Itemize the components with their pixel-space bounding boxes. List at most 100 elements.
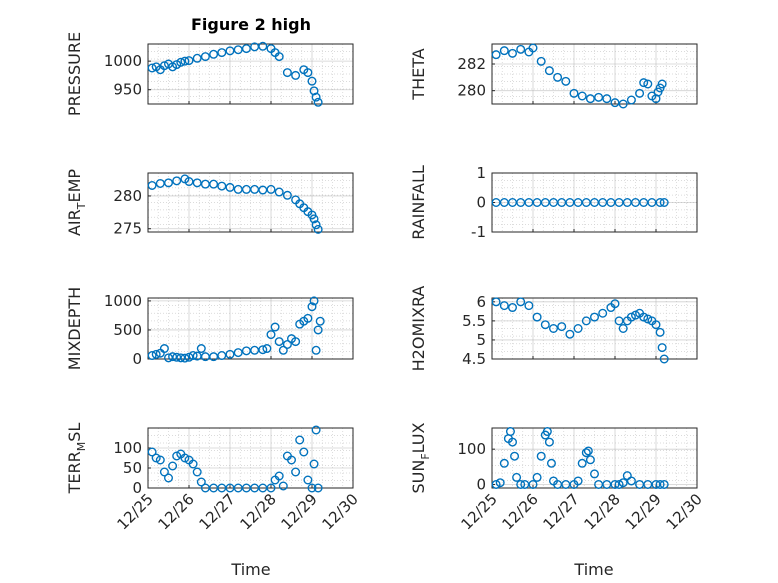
x-tick-label: 12/26 xyxy=(155,490,198,533)
data-point xyxy=(180,353,190,363)
data-point xyxy=(655,327,665,337)
data-point xyxy=(313,483,323,493)
y-tick-label: 5 xyxy=(476,331,486,349)
data-point xyxy=(581,448,591,458)
data-point xyxy=(188,351,198,361)
y-tick-label: 282 xyxy=(457,55,486,73)
data-point xyxy=(270,322,280,332)
y-tick-label: 950 xyxy=(113,81,142,99)
data-point xyxy=(618,478,628,488)
data-point xyxy=(159,344,169,354)
data-point xyxy=(217,48,227,58)
axes-box xyxy=(491,427,698,489)
data-point xyxy=(159,467,169,477)
data-point xyxy=(172,176,182,186)
data-point xyxy=(542,427,552,437)
data-point xyxy=(577,458,587,468)
y-tick-label: 280 xyxy=(457,82,486,100)
data-point xyxy=(282,68,292,78)
panel-terr-msl: 05010012/2512/2612/2712/2812/2912/30TERR… xyxy=(65,423,362,534)
y-tick-label: 280 xyxy=(113,187,142,205)
data-point xyxy=(505,427,515,437)
data-point xyxy=(549,324,559,334)
data-point xyxy=(536,56,546,66)
y-tick-label: 100 xyxy=(113,439,142,457)
data-point xyxy=(544,66,554,76)
data-point xyxy=(313,325,323,335)
data-point xyxy=(291,70,301,80)
data-point xyxy=(626,476,636,486)
y-tick-label: 275 xyxy=(113,220,142,238)
data-point xyxy=(657,79,667,89)
y-tick-label: 5.5 xyxy=(462,312,486,330)
data-point xyxy=(610,479,620,489)
data-point xyxy=(594,92,604,102)
data-point xyxy=(307,483,317,493)
data-point xyxy=(499,46,509,56)
data-point xyxy=(532,312,542,322)
data-point xyxy=(209,179,219,189)
y-tick-label: 6 xyxy=(476,293,486,311)
data-point xyxy=(200,52,210,62)
data-point xyxy=(168,352,178,362)
data-point xyxy=(313,97,323,107)
data-point xyxy=(602,94,612,104)
y-tick-label: 0 xyxy=(132,350,142,368)
data-point xyxy=(639,312,649,322)
data-point xyxy=(528,479,538,489)
data-point xyxy=(491,50,501,60)
x-tick-label: 12/29 xyxy=(622,490,665,533)
data-point xyxy=(659,197,669,207)
data-point xyxy=(155,455,165,465)
data-point xyxy=(499,301,509,311)
data-point xyxy=(274,52,284,62)
data-point xyxy=(508,437,518,447)
data-point xyxy=(516,479,526,489)
data-point xyxy=(583,446,593,456)
data-point xyxy=(307,76,317,86)
data-point xyxy=(225,349,235,359)
data-point xyxy=(258,345,268,355)
data-point xyxy=(565,329,575,339)
data-point xyxy=(147,351,157,361)
data-point xyxy=(196,344,206,354)
data-point xyxy=(516,44,526,54)
data-point xyxy=(590,469,600,479)
axes-box xyxy=(147,297,354,360)
y-label-sun-flux: SUNFLUX xyxy=(409,422,432,493)
data-point xyxy=(151,349,161,359)
y-label-theta: THETA xyxy=(409,48,428,100)
y-label-terr-msl: TERRMSL xyxy=(65,423,88,495)
panel-mixdepth: 0 500 1000 MIXDEPTH xyxy=(65,287,354,370)
data-point xyxy=(192,178,202,188)
data-point xyxy=(311,425,321,435)
data-point xyxy=(512,472,522,482)
data-point xyxy=(573,324,583,334)
data-point xyxy=(147,447,157,457)
data-point xyxy=(610,299,620,309)
data-point xyxy=(499,458,509,468)
data-point xyxy=(209,352,219,362)
data-point xyxy=(651,320,661,330)
data-point xyxy=(184,56,194,66)
data-point xyxy=(278,481,288,491)
data-point xyxy=(309,214,319,224)
data-point xyxy=(659,354,669,364)
time-label-left: Time xyxy=(230,560,270,579)
data-point xyxy=(491,297,501,307)
y-label-air-temp: AIRTEMP xyxy=(65,169,88,236)
data-point xyxy=(233,45,243,55)
x-tick-label: 12/26 xyxy=(499,490,542,533)
data-point xyxy=(176,57,186,67)
data-point xyxy=(659,479,669,489)
data-point xyxy=(626,312,636,322)
data-point xyxy=(163,178,173,188)
data-point xyxy=(557,322,567,332)
y-tick-label: -1 xyxy=(471,223,486,241)
data-point xyxy=(311,220,321,230)
data-point xyxy=(184,352,194,362)
data-point xyxy=(315,316,325,326)
data-point xyxy=(196,477,206,487)
panel-rainfall: -1 0 1 RAINFALL xyxy=(409,164,698,241)
data-point xyxy=(192,467,202,477)
